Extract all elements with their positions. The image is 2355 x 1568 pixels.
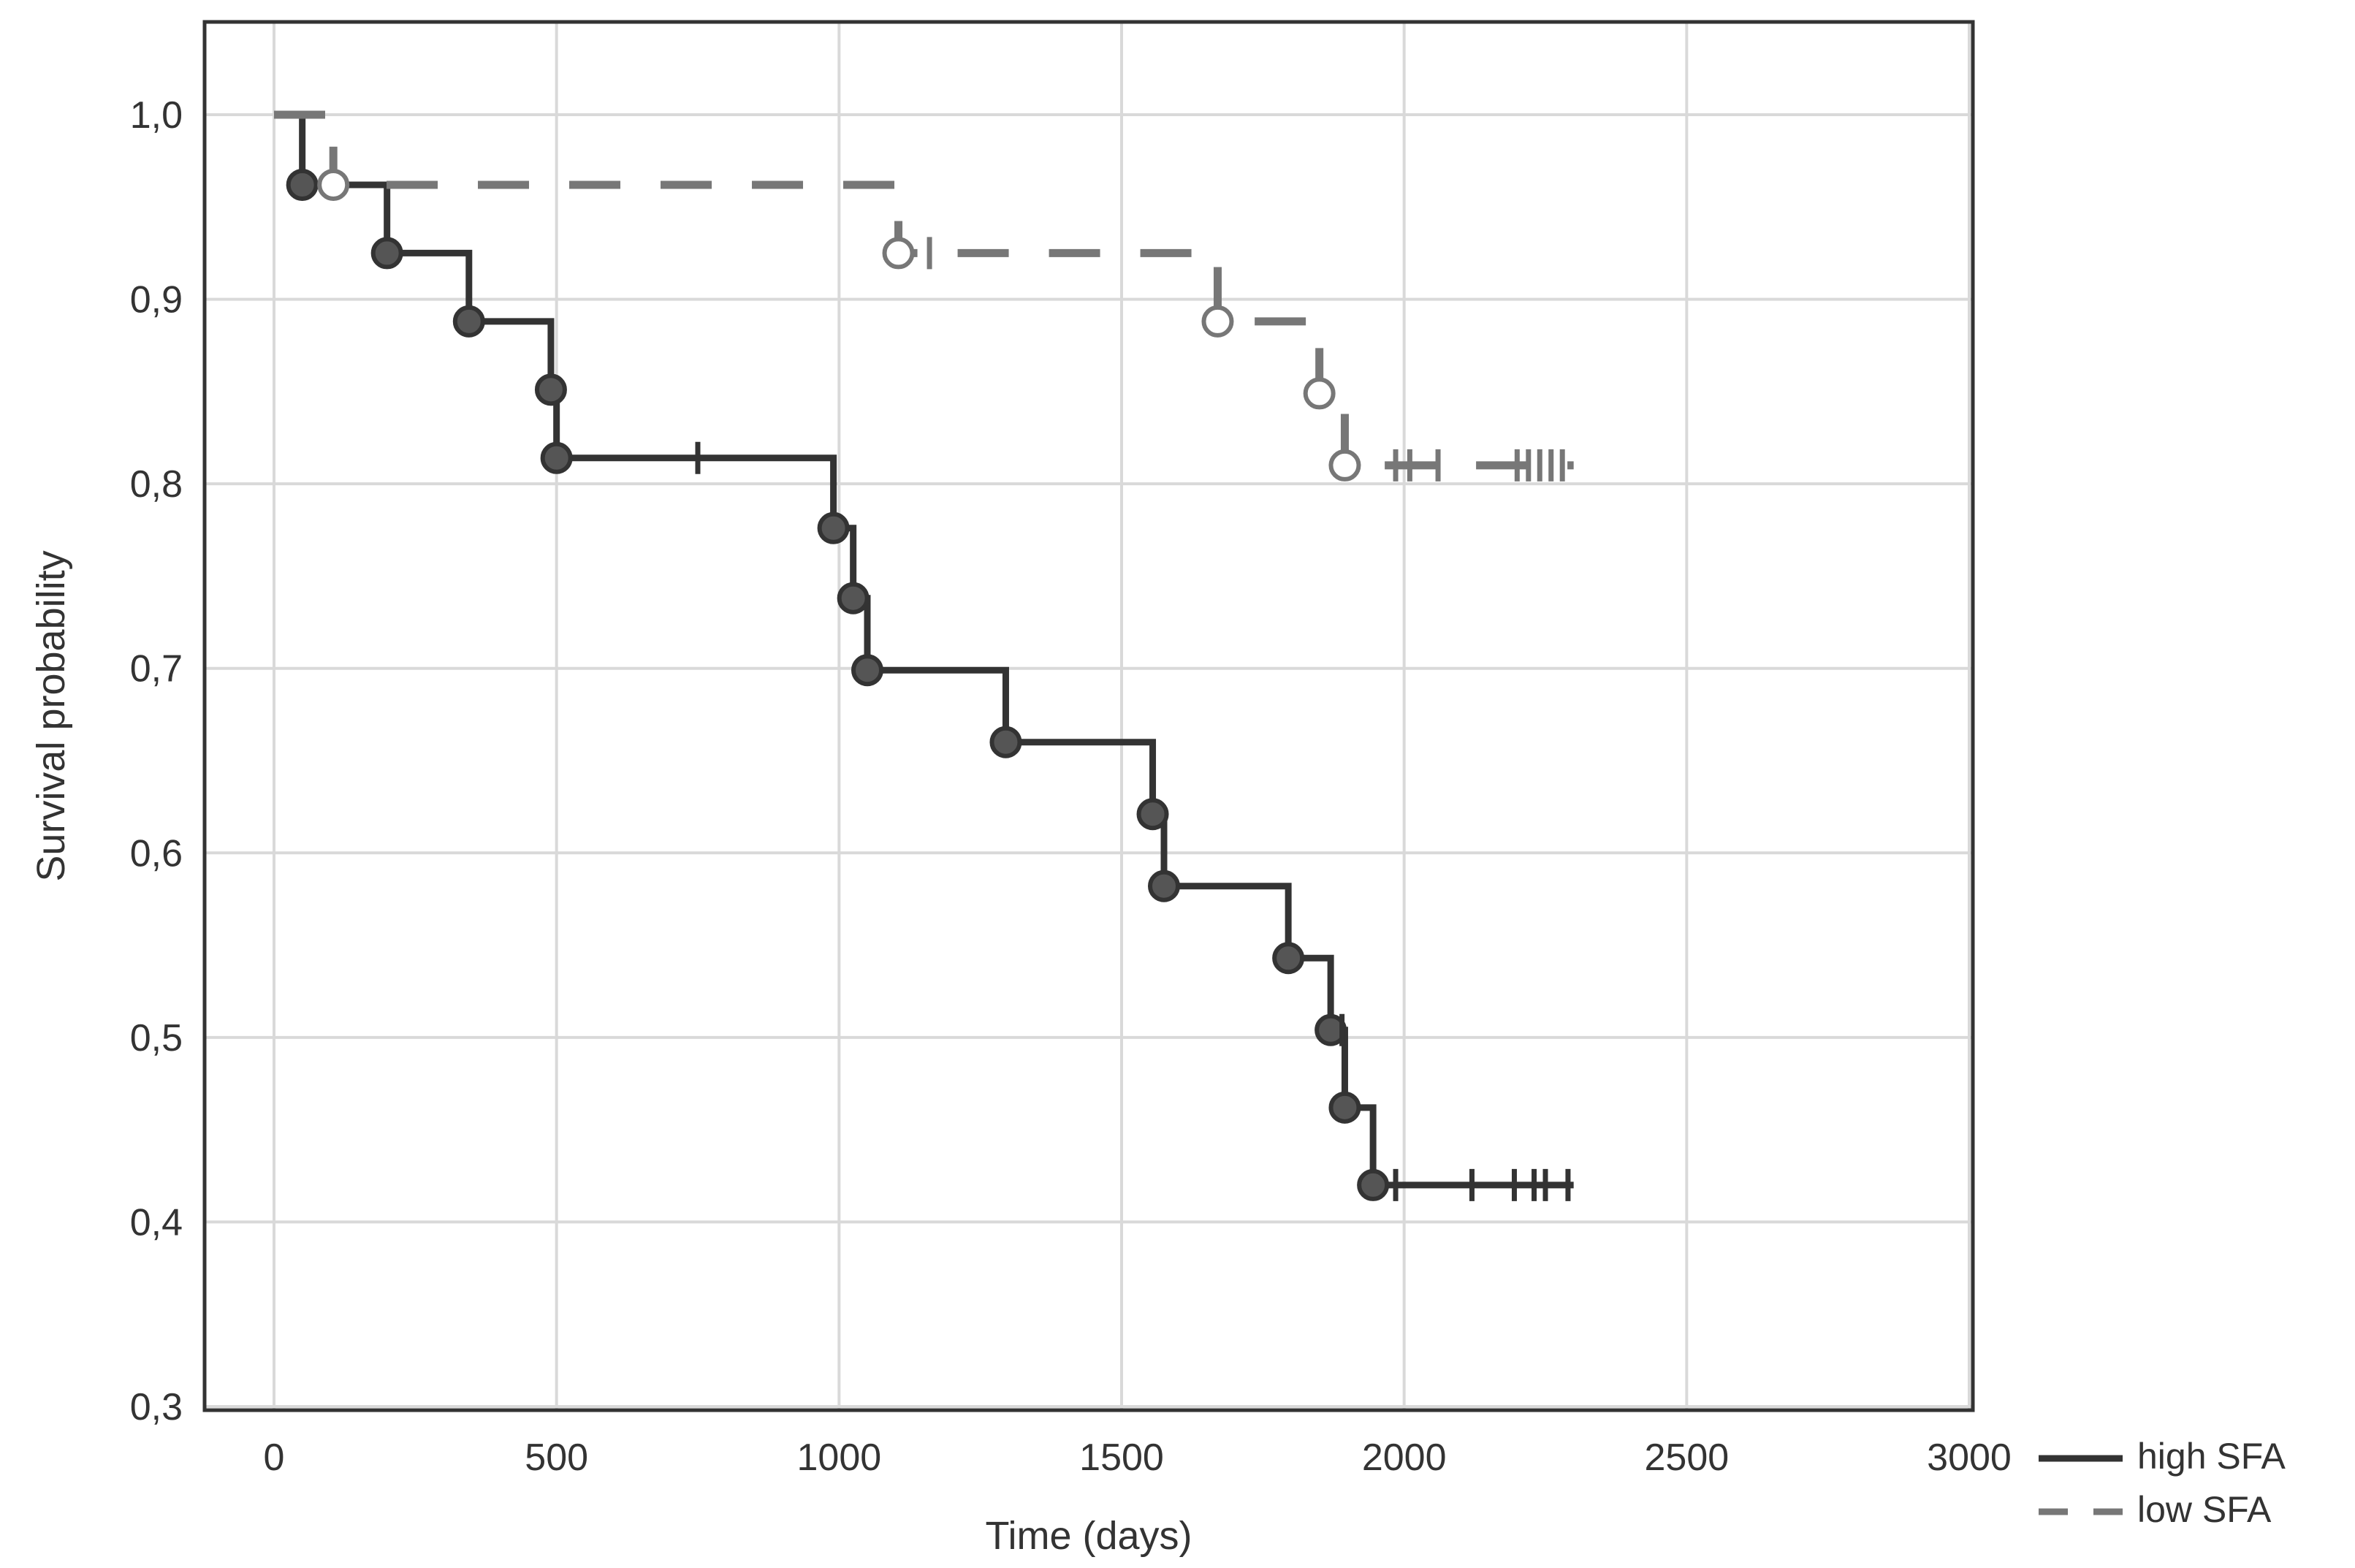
x-tick-label: 1500 xyxy=(1079,1436,1164,1479)
event-marker xyxy=(1272,942,1305,975)
event-marker xyxy=(1136,798,1169,831)
tick-labels: 0 500 1000 1500 2000 2500 3000 0,3 0,4 0,5 0,6 0,7 0… xyxy=(130,94,2012,1479)
event-marker xyxy=(1328,449,1361,482)
event-marker xyxy=(1201,305,1234,338)
y-axis-title: Survival probability xyxy=(29,550,73,881)
series-high-sfa xyxy=(274,111,1574,1201)
x-tick-label: 2000 xyxy=(1362,1436,1447,1479)
x-tick-label: 1000 xyxy=(796,1436,881,1479)
event-marker xyxy=(1315,1013,1347,1046)
x-tick-label: 2500 xyxy=(1644,1436,1729,1479)
y-tick-label: 1,0 xyxy=(130,94,183,137)
event-marker xyxy=(370,237,403,270)
y-tick-label: 0,5 xyxy=(130,1017,183,1059)
series-lines xyxy=(274,110,1574,1201)
y-tick-label: 0,3 xyxy=(130,1386,183,1428)
x-tick-label: 500 xyxy=(525,1436,588,1479)
legend-label-high-sfa: high SFA xyxy=(2137,1436,2286,1477)
legend: high SFA low SFA xyxy=(2039,1436,2286,1530)
event-marker xyxy=(882,237,915,270)
y-tick-label: 0,6 xyxy=(130,832,183,875)
event-marker xyxy=(452,305,485,338)
event-marker xyxy=(837,582,870,614)
event-marker xyxy=(1357,1168,1390,1201)
x-axis-title: Time (days) xyxy=(985,1514,1192,1558)
event-marker xyxy=(540,441,573,474)
event-marker xyxy=(1148,869,1180,902)
plot-area-frame xyxy=(202,20,1975,1412)
x-tick-label: 3000 xyxy=(1927,1436,2012,1479)
y-tick-label: 0,7 xyxy=(130,648,183,690)
event-marker xyxy=(317,168,350,201)
event-marker xyxy=(286,168,319,201)
series-low-sfa xyxy=(274,110,1574,482)
grid-lines xyxy=(205,22,1973,1410)
y-tick-label: 0,4 xyxy=(130,1201,183,1244)
event-marker xyxy=(817,511,850,544)
event-marker xyxy=(534,373,567,406)
step-line xyxy=(274,111,1574,1189)
legend-label-low-sfa: low SFA xyxy=(2137,1489,2272,1530)
y-tick-label: 0,9 xyxy=(130,279,183,321)
event-marker xyxy=(1303,377,1336,410)
event-marker xyxy=(1328,1091,1361,1124)
y-tick-label: 0,8 xyxy=(130,463,183,506)
x-tick-label: 0 xyxy=(264,1436,285,1479)
event-marker xyxy=(851,654,883,687)
event-marker xyxy=(989,726,1022,758)
